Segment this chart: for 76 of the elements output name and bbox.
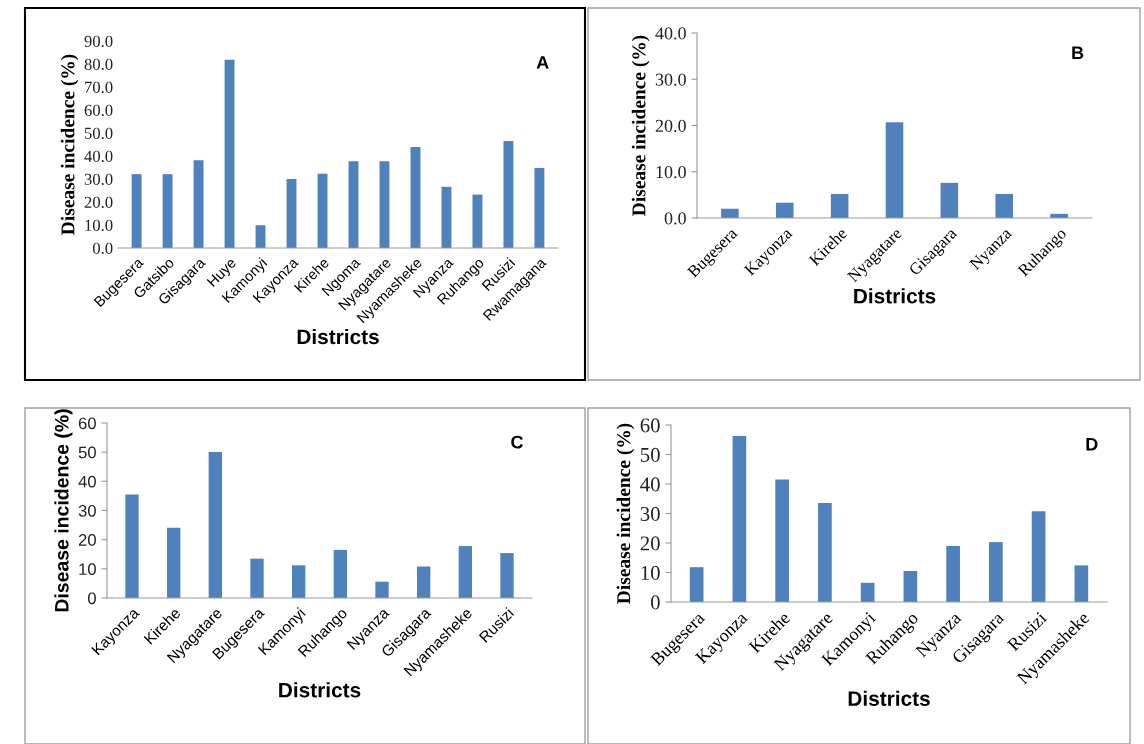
bar xyxy=(885,122,904,218)
bar xyxy=(472,194,483,248)
y-tick-label: 50.0 xyxy=(84,127,113,140)
bar xyxy=(946,545,960,602)
x-axis-title: Districts xyxy=(279,682,361,698)
annotation: D xyxy=(1086,438,1098,451)
bar xyxy=(458,546,472,598)
annotation: C xyxy=(511,435,524,449)
bar xyxy=(162,174,173,248)
bar xyxy=(989,542,1003,602)
bar xyxy=(1031,511,1046,602)
y-axis-title: Disease incidence (%) xyxy=(60,54,79,235)
bar xyxy=(903,571,918,602)
bar xyxy=(379,161,390,248)
bar xyxy=(417,566,431,598)
bar xyxy=(333,549,347,598)
y-tick-label: 10 xyxy=(79,563,96,576)
bar xyxy=(732,435,747,602)
annotation: B xyxy=(1072,46,1084,60)
y-tick-label: 30.0 xyxy=(655,73,686,86)
x-axis-title: Districts xyxy=(848,690,930,706)
bar xyxy=(534,167,545,248)
bar xyxy=(830,193,849,218)
bar xyxy=(348,161,359,248)
y-tick-label: 60 xyxy=(78,417,96,430)
y-tick-label: 10 xyxy=(641,565,660,580)
y-tick-label: 50 xyxy=(640,447,660,462)
y-tick-label: 50 xyxy=(78,446,96,459)
bar xyxy=(131,174,142,248)
y-tick-label: 70.0 xyxy=(85,81,113,94)
bar xyxy=(775,479,789,602)
y-tick-label: 20 xyxy=(78,534,96,546)
bar xyxy=(940,182,959,218)
bar xyxy=(250,558,264,598)
y-tick-label: 40.0 xyxy=(84,150,113,163)
bar xyxy=(776,202,794,218)
y-tick-label: 20.0 xyxy=(655,119,686,133)
y-tick-label: 40 xyxy=(78,475,96,488)
y-tick-label: 30.0 xyxy=(84,173,113,186)
annotation: A xyxy=(536,56,549,69)
bar xyxy=(410,147,421,248)
bar xyxy=(500,553,514,598)
y-tick-label: 60.0 xyxy=(84,104,113,117)
bar xyxy=(441,186,452,248)
bar xyxy=(208,451,222,598)
y-tick-label: 10.0 xyxy=(656,166,686,179)
y-axis-title: Disease incidence (%) xyxy=(631,35,650,216)
bar xyxy=(167,527,181,598)
y-tick-label: 0.0 xyxy=(664,212,686,225)
y-tick-label: 40 xyxy=(640,477,660,492)
y-tick-label: 30 xyxy=(78,504,96,517)
bar xyxy=(689,567,704,602)
x-axis-title: Districts xyxy=(854,288,936,304)
y-tick-label: 0 xyxy=(650,595,660,610)
y-tick-label: 10.0 xyxy=(85,219,113,232)
y-axis-title: Disease incidence (%) xyxy=(54,409,73,612)
y-tick-label: 40.0 xyxy=(655,27,686,40)
bar xyxy=(193,160,204,248)
bar xyxy=(292,565,306,598)
y-tick-label: 30 xyxy=(640,506,660,521)
bar xyxy=(375,581,389,598)
bar xyxy=(125,494,139,598)
bar xyxy=(1074,565,1089,602)
y-tick-label: 80.0 xyxy=(84,58,113,71)
x-axis-title: Districts xyxy=(297,328,379,345)
y-tick-label: 20 xyxy=(640,536,660,551)
y-tick-label: 90.0 xyxy=(84,35,113,48)
bar xyxy=(995,193,1013,218)
bar xyxy=(818,502,832,602)
bar xyxy=(224,59,235,248)
bar xyxy=(503,141,514,248)
y-tick-label: 0.0 xyxy=(92,242,113,255)
y-axis-title: Disease incidence (%) xyxy=(616,423,635,604)
y-tick-label: 0 xyxy=(87,592,96,605)
y-tick-label: 20.0 xyxy=(84,196,113,209)
y-tick-label: 60 xyxy=(640,418,660,433)
